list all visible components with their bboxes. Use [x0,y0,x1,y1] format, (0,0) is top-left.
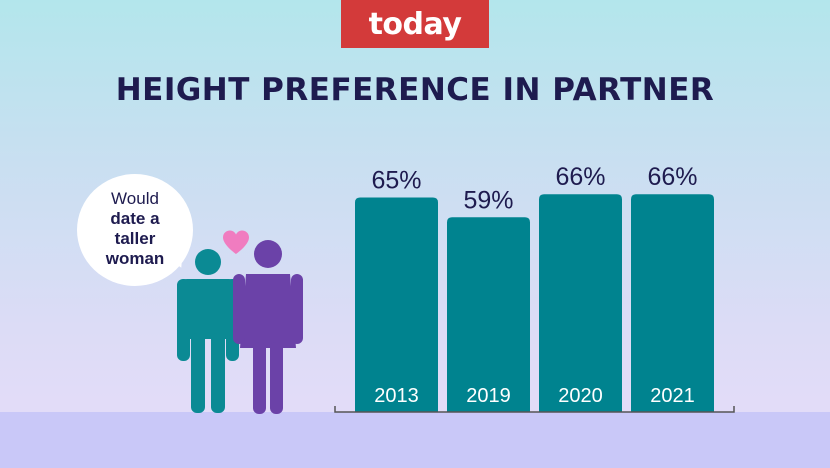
category-labels-group: 2013 2019 2020 2021 [374,385,695,407]
bar-2020 [539,194,622,412]
category-label-2021: 2021 [650,385,695,407]
bubble-line-1: Would [111,189,159,208]
woman-icon [233,240,303,414]
category-label-2019: 2019 [466,385,511,407]
value-label-2019: 59% [463,186,513,214]
bubble-line-2: date a [110,209,160,228]
couple-illustration [177,240,303,414]
bar-2021 [631,194,714,412]
x-axis-line [334,406,735,413]
category-label-2020: 2020 [558,385,603,407]
bubble-line-4: woman [105,249,165,268]
today-logo: today [341,0,489,48]
category-label-2013: 2013 [374,385,419,407]
bars-group [355,194,714,412]
heart-icon [223,230,249,254]
x-axis [334,406,735,413]
floor-band [0,412,830,468]
bubble-line-3: taller [114,229,156,248]
value-labels-group: 65% 59% 66% 66% [371,163,697,214]
bar-2019 [447,217,530,412]
speech-bubble-text: Would date a taller woman [77,189,193,269]
chart-title: HEIGHT PREFERENCE IN PARTNER [115,72,715,108]
value-label-2020: 66% [555,163,605,191]
bar-2013 [355,197,438,412]
man-icon [177,249,239,413]
speech-bubble-icon [77,174,193,286]
value-label-2021: 66% [647,163,697,191]
value-label-2013: 65% [371,167,421,195]
